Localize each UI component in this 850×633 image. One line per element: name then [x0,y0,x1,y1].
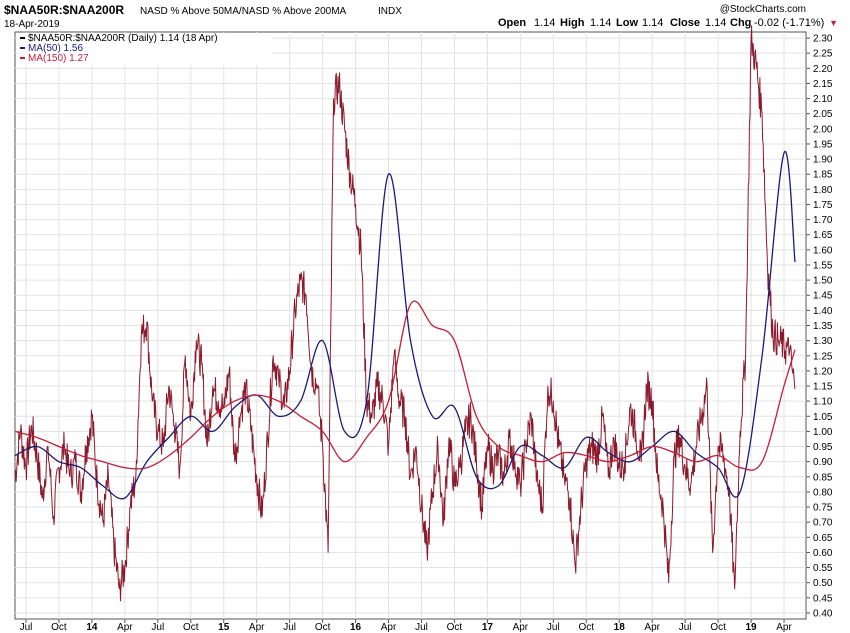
header-ohlc: Open 1.14 High 1.14 Low 1.14 Close 1.14 … [498,17,838,29]
y-tick-label: 1.05 [813,412,833,423]
legend-box [18,33,272,65]
low-label: Low [616,17,638,29]
x-tick-label: Apr [776,622,792,633]
y-tick-label: 0.70 [813,518,833,529]
y-tick-label: 1.20 [813,366,833,377]
y-tick-label: 2.00 [813,124,833,135]
y-tick-label: 1.85 [813,170,833,181]
close-value: 1.14 [705,17,726,29]
x-tick-label: 18 [614,622,626,633]
x-tick-label: Oct [51,622,67,633]
legend-swatch-ma150 [20,57,25,59]
y-tick-label: 1.15 [813,382,833,393]
y-tick-label: 1.60 [813,245,833,256]
y-tick-label: 1.25 [813,351,833,362]
x-tick-label: Jul [415,622,428,633]
y-tick-label: 2.20 [813,64,833,75]
x-tick-label: Jul [283,622,296,633]
low-value: 1.14 [642,17,663,29]
y-tick-label: 0.80 [813,487,833,498]
x-tick-label: 14 [86,622,98,633]
series-layer [14,25,796,602]
y-tick-label: 1.35 [813,321,833,332]
x-tick-label: Jul [20,622,33,633]
high-label: High [560,17,585,29]
legend-item-price: $NAA50R:$NAA200R (Daily) 1.14 (18 Apr) [28,33,218,44]
x-tick-label: 19 [746,622,758,633]
x-tick-label: Apr [249,622,265,633]
y-tick-label: 2.30 [813,34,833,45]
x-axis: Jul Oct 14 Apr Jul Oct 15 Apr Jul Oct 16 Apr Jul Oct 1… [20,619,792,633]
y-axis: 0.40 0.45 0.50 0.55 0.60 0.65 0.70 0.75 0.80 0.85… [806,34,833,619]
y-tick-label: 0.65 [813,533,833,544]
legend-item-ma50: MA(50) 1.56 [28,43,83,54]
y-tick-label: 1.80 [813,185,833,196]
x-tick-label: Oct [578,622,594,633]
x-tick-label: Apr [644,622,660,633]
x-tick-label: 16 [350,622,362,633]
x-tick-label: Jul [547,622,560,633]
x-tick-label: Jul [679,622,692,633]
y-tick-label: 1.55 [813,260,833,271]
y-tick-label: 2.10 [813,94,833,105]
y-tick-label: 1.65 [813,230,833,241]
chg-value: -0.02 (-1.71%) [754,17,824,29]
y-tick-label: 1.40 [813,306,833,317]
header-date: 18-Apr-2019 [4,19,60,30]
x-tick-label: 15 [218,622,230,633]
header-symbol: $NAA50R:$NAA200R [4,3,124,17]
series-line-ma50 [14,150,796,500]
open-label: Open [498,17,526,29]
y-tick-label: 0.60 [813,548,833,559]
legend-swatch-ma50 [20,47,25,49]
legend: $NAA50R:$NAA200R (Daily) 1.14 (18 Apr) M… [18,33,272,65]
legend-swatch-price [20,37,25,39]
x-tick-label: Oct [710,622,726,633]
x-tick-label: Oct [447,622,463,633]
x-tick-label: 17 [482,622,494,633]
high-value: 1.14 [590,17,611,29]
y-tick-label: 1.70 [813,215,833,226]
x-tick-label: Apr [513,622,529,633]
y-tick-label: 2.25 [813,49,833,60]
header-description: NASD % Above 50MA/NASD % Above 200MA [140,6,347,17]
y-tick-label: 2.05 [813,109,833,120]
x-tick-label: Oct [315,622,331,633]
x-tick-label: Apr [381,622,397,633]
watermark: @StockCharts.com [720,4,806,15]
y-tick-label: 0.95 [813,442,833,453]
legend-item-ma150: MA(150) 1.27 [28,53,89,64]
y-tick-label: 0.90 [813,457,833,468]
y-tick-label: 2.15 [813,79,833,90]
y-tick-label: 0.75 [813,503,833,514]
y-tick-label: 1.50 [813,276,833,287]
y-tick-label: 0.40 [813,608,833,619]
x-tick-label: Jul [151,622,164,633]
y-tick-label: 1.10 [813,397,833,408]
x-tick-label: Oct [183,622,199,633]
y-tick-label: 0.50 [813,578,833,589]
y-tick-label: 0.45 [813,593,833,604]
series-line-ma150 [14,300,796,471]
y-tick-label: 0.85 [813,472,833,483]
open-value: 1.14 [534,17,555,29]
y-tick-label: 1.75 [813,200,833,211]
y-tick-label: 1.90 [813,155,833,166]
chg-label: Chg [730,17,751,29]
close-label: Close [670,17,700,29]
x-tick-label: Apr [117,622,133,633]
series-line-ratio [14,25,796,602]
y-tick-label: 1.95 [813,139,833,150]
y-tick-label: 1.30 [813,336,833,347]
y-tick-label: 1.45 [813,291,833,302]
y-tick-label: 1.00 [813,427,833,438]
chg-down-arrow-icon: ▼ [829,18,838,28]
y-tick-label: 0.55 [813,563,833,574]
header-exchange: INDX [378,6,402,17]
